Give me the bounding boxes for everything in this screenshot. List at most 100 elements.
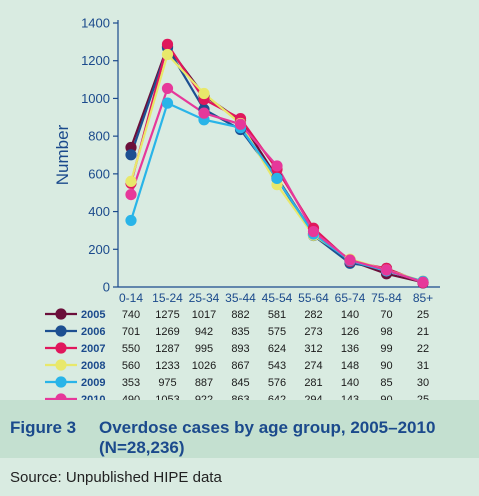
y-tick-label: 400 <box>88 204 110 219</box>
data-point-2010 <box>417 276 429 288</box>
legend-label-2006: 2006 <box>81 326 105 338</box>
legend-marker-2009 <box>55 376 67 388</box>
y-tick-label: 800 <box>88 129 110 144</box>
data-label: 281 <box>304 377 322 389</box>
data-label: 1053 <box>155 394 179 400</box>
data-label: 575 <box>268 326 286 338</box>
legend-label-2007: 2007 <box>81 343 105 355</box>
data-label: 863 <box>231 394 249 400</box>
y-tick-label: 1400 <box>81 16 110 31</box>
data-point-2010 <box>234 118 247 130</box>
source-note: Source: Unpublished HIPE data <box>10 469 222 486</box>
data-label: 893 <box>231 343 249 355</box>
data-label: 550 <box>122 343 140 355</box>
data-label: 581 <box>268 309 286 321</box>
data-point-2010 <box>380 264 393 276</box>
y-axis-label: Number <box>53 124 72 185</box>
data-label: 143 <box>341 394 359 400</box>
x-tick-label: 85+ <box>413 291 433 305</box>
data-label: 90 <box>380 360 392 372</box>
data-label: 22 <box>417 343 429 355</box>
x-tick-label: 15-24 <box>152 291 183 305</box>
data-label: 887 <box>195 377 213 389</box>
legend-label-2009: 2009 <box>81 377 105 389</box>
legend-label-2010: 2010 <box>81 394 105 400</box>
data-point-2008 <box>125 175 137 187</box>
x-tick-label: 65-74 <box>335 291 366 305</box>
y-tick-label: 200 <box>88 242 110 257</box>
data-label: 25 <box>417 394 429 400</box>
data-label: 30 <box>417 377 429 389</box>
x-tick-label: 25-34 <box>189 291 220 305</box>
y-tick-label: 600 <box>88 166 110 181</box>
data-point-2009 <box>125 214 137 227</box>
legend-marker-2007 <box>55 342 67 354</box>
data-label: 1287 <box>155 343 179 355</box>
x-tick-label: 0-14 <box>119 291 143 305</box>
data-label: 70 <box>380 309 392 321</box>
data-label: 136 <box>341 343 359 355</box>
data-label: 701 <box>122 326 140 338</box>
data-label: 140 <box>341 309 359 321</box>
data-label: 1269 <box>155 326 179 338</box>
series-line-2009 <box>129 101 424 283</box>
data-label: 942 <box>195 326 213 338</box>
data-point-2006 <box>125 149 137 161</box>
data-label: 140 <box>341 377 359 389</box>
data-label: 273 <box>304 326 322 338</box>
y-tick-label: 0 <box>103 280 110 295</box>
legend-label-2005: 2005 <box>81 309 105 321</box>
data-label: 90 <box>380 394 392 400</box>
data-label: 312 <box>304 343 322 355</box>
data-point-2007 <box>161 38 174 50</box>
figure-caption: Overdose cases by age group, 2005–2010 (… <box>99 418 436 457</box>
data-label: 294 <box>304 394 322 400</box>
data-label: 25 <box>417 309 429 321</box>
legend-marker-2005 <box>55 308 67 320</box>
data-label: 845 <box>231 377 249 389</box>
legend-marker-2010 <box>55 393 67 400</box>
legend-label-2008: 2008 <box>81 360 105 372</box>
data-label: 98 <box>380 326 392 338</box>
data-point-2008 <box>161 48 174 61</box>
data-label: 882 <box>231 309 249 321</box>
figure-label: Figure 3 <box>10 418 77 437</box>
data-label: 31 <box>417 360 429 372</box>
data-point-2008 <box>198 87 210 100</box>
data-point-2010 <box>161 82 174 95</box>
data-label: 624 <box>268 343 286 355</box>
data-label: 560 <box>122 360 140 372</box>
data-label: 282 <box>304 309 322 321</box>
data-point-2009 <box>161 97 174 109</box>
data-label: 835 <box>231 326 249 338</box>
data-label: 99 <box>380 343 392 355</box>
data-label: 490 <box>122 394 140 400</box>
data-label: 1275 <box>155 309 179 321</box>
data-label: 21 <box>417 326 429 338</box>
data-label: 1233 <box>155 360 179 372</box>
data-label: 1026 <box>192 360 216 372</box>
data-point-2010 <box>307 225 320 238</box>
data-label: 576 <box>268 377 286 389</box>
x-tick-label: 35-44 <box>225 291 256 305</box>
y-tick-label: 1200 <box>81 53 110 68</box>
y-tick-label: 1000 <box>81 91 110 106</box>
legend-marker-2006 <box>55 325 67 337</box>
data-label: 995 <box>195 343 213 355</box>
data-label: 353 <box>122 377 140 389</box>
data-label: 274 <box>304 360 322 372</box>
data-label: 148 <box>341 360 359 372</box>
line-chart: 0 200 400 600 800 1000 1200 1400 Number 0-14 15-24… <box>45 16 440 400</box>
data-label: 126 <box>341 326 359 338</box>
data-point-2010 <box>271 160 283 172</box>
x-tick-label: 45-54 <box>262 291 293 305</box>
x-tick-label: 75-84 <box>371 291 402 305</box>
x-tick-label: 55-64 <box>298 291 329 305</box>
data-label: 740 <box>122 309 140 321</box>
legend-marker-2008 <box>55 359 67 371</box>
data-point-2010 <box>344 254 356 266</box>
data-label: 543 <box>268 360 286 372</box>
data-point-2010 <box>198 107 210 119</box>
data-label: 1017 <box>192 309 216 321</box>
